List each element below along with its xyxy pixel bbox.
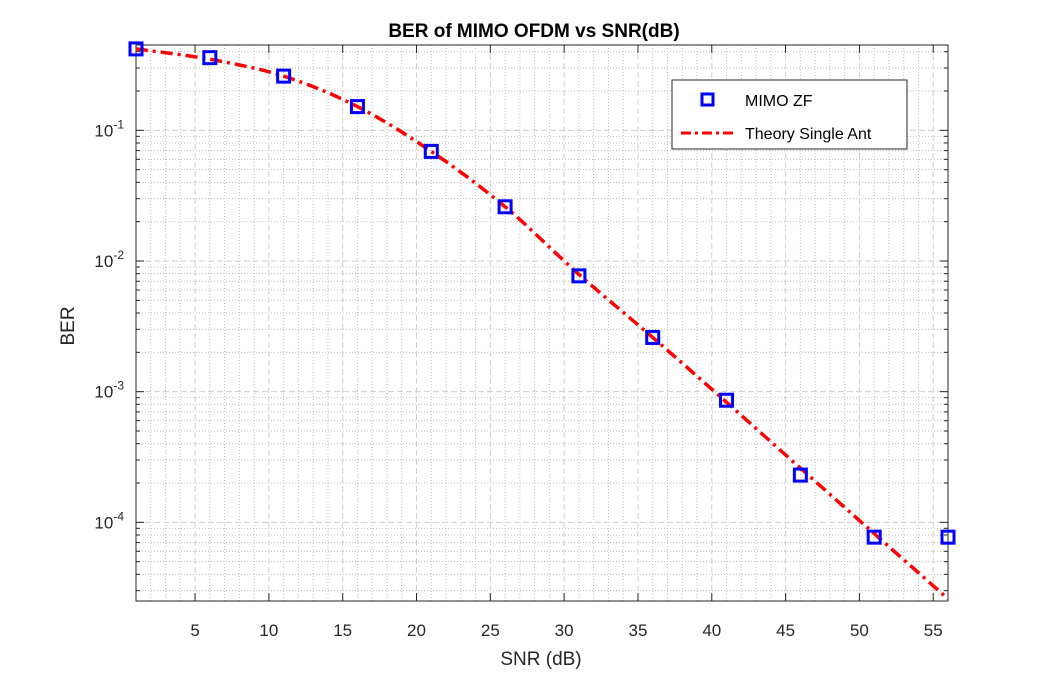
y-tick-label-base: 10	[94, 513, 113, 532]
x-tick-label: 10	[259, 621, 278, 640]
data-point-mimo-zf	[571, 268, 587, 284]
y-tick-label-exponent: -4	[113, 509, 124, 523]
y-tick-label: 10-2	[94, 248, 124, 271]
series-line-theory-single-ant	[136, 47, 948, 601]
x-tick-labels: 5 10 15 20 25 30 35 40 45 50 55	[190, 621, 942, 640]
x-tick-label: 30	[555, 621, 574, 640]
legend: MIMO ZF Theory Single Ant	[671, 79, 908, 150]
x-tick-label: 55	[924, 621, 943, 640]
y-tick-labels: 10-410-310-210-1	[94, 117, 124, 532]
legend-box	[671, 79, 908, 150]
x-axis-label: SNR (dB)	[500, 649, 581, 670]
legend-label-theory: Theory Single Ant	[745, 126, 872, 143]
legend-marker-mimo-zf	[700, 92, 715, 107]
x-tick-label: 20	[407, 621, 426, 640]
data-point-mimo-zf	[202, 50, 218, 66]
data-point-mimo-zf	[276, 68, 292, 84]
x-tick-label: 15	[333, 621, 352, 640]
y-tick-label-exponent: -3	[113, 379, 124, 393]
y-axis-label: BER	[58, 306, 79, 345]
minor-grid	[135, 45, 949, 601]
y-tick-label-base: 10	[94, 383, 113, 402]
x-tick-label: 35	[629, 621, 648, 640]
y-tick-label: 10-1	[94, 117, 124, 140]
chart-title: BER of MIMO OFDM vs SNR(dB)	[388, 21, 679, 42]
data-point-mimo-zf	[497, 199, 513, 215]
x-tick-label: 5	[190, 621, 199, 640]
y-tick-label: 10-3	[94, 379, 124, 402]
data-point-mimo-zf	[349, 99, 365, 115]
x-tick-label: 50	[850, 621, 869, 640]
y-tick-label-base: 10	[94, 121, 113, 140]
data-point-mimo-zf	[128, 41, 144, 57]
data-point-mimo-zf	[940, 529, 956, 545]
tick-marks	[136, 45, 948, 601]
x-tick-label: 40	[702, 621, 721, 640]
plot-frame	[135, 44, 949, 602]
y-tick-label-exponent: -1	[113, 117, 124, 131]
series-layer	[128, 41, 956, 601]
y-tick-label: 10-4	[94, 509, 124, 532]
x-tick-label: 45	[776, 621, 795, 640]
data-point-mimo-zf	[423, 143, 439, 159]
y-tick-label-base: 10	[94, 252, 113, 271]
data-point-mimo-zf	[792, 467, 808, 483]
data-point-mimo-zf	[645, 329, 661, 345]
legend-label-mimo-zf: MIMO ZF	[745, 93, 813, 110]
y-tick-label-exponent: -2	[113, 248, 124, 262]
data-point-mimo-zf	[866, 529, 882, 545]
data-point-mimo-zf	[719, 392, 735, 408]
x-tick-label: 25	[481, 621, 500, 640]
